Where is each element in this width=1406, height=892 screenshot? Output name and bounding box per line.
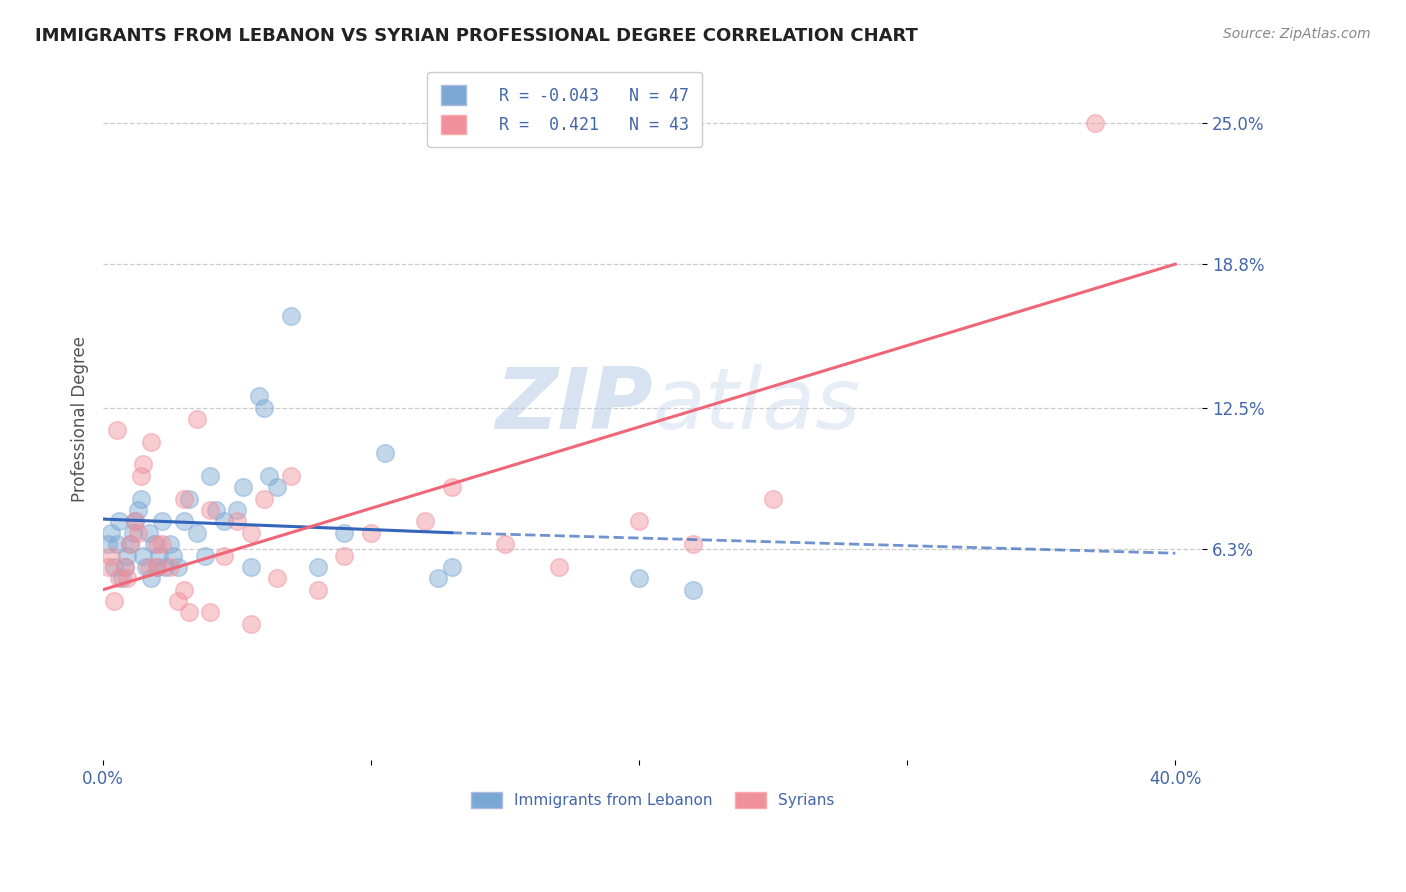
- Point: [186, 412, 208, 426]
- Point: [177, 491, 200, 506]
- Point: [212, 549, 235, 563]
- Point: [360, 525, 382, 540]
- Point: [114, 560, 136, 574]
- Point: [138, 560, 160, 574]
- Legend: Immigrants from Lebanon, Syrians: Immigrants from Lebanon, Syrians: [465, 786, 841, 814]
- Text: IMMIGRANTS FROM LEBANON VS SYRIAN PROFESSIONAL DEGREE CORRELATION CHART: IMMIGRANTS FROM LEBANON VS SYRIAN PROFES…: [35, 27, 918, 45]
- Point: [194, 549, 217, 563]
- Point: [117, 549, 139, 563]
- Point: [159, 560, 181, 574]
- Point: [682, 537, 704, 551]
- Point: [231, 480, 253, 494]
- Point: [177, 606, 200, 620]
- Point: [266, 480, 288, 494]
- Text: atlas: atlas: [652, 364, 860, 447]
- Point: [132, 549, 155, 563]
- Point: [138, 525, 160, 540]
- Point: [200, 468, 222, 483]
- Point: [100, 525, 122, 540]
- Point: [333, 525, 356, 540]
- Point: [108, 514, 131, 528]
- Point: [253, 491, 276, 506]
- Point: [427, 571, 450, 585]
- Point: [118, 537, 141, 551]
- Point: [374, 446, 396, 460]
- Point: [159, 537, 181, 551]
- Point: [129, 491, 152, 506]
- Point: [1084, 116, 1107, 130]
- Point: [135, 560, 157, 574]
- Point: [100, 549, 122, 563]
- Text: Source: ZipAtlas.com: Source: ZipAtlas.com: [1223, 27, 1371, 41]
- Point: [124, 514, 146, 528]
- Point: [628, 571, 651, 585]
- Point: [413, 514, 436, 528]
- Point: [129, 468, 152, 483]
- Point: [97, 537, 120, 551]
- Point: [259, 468, 281, 483]
- Y-axis label: Professional Degree: Professional Degree: [72, 336, 89, 502]
- Point: [167, 594, 190, 608]
- Point: [280, 468, 302, 483]
- Point: [333, 549, 356, 563]
- Point: [153, 560, 176, 574]
- Point: [200, 606, 222, 620]
- Point: [162, 549, 184, 563]
- Point: [124, 514, 146, 528]
- Point: [204, 503, 226, 517]
- Point: [132, 458, 155, 472]
- Point: [226, 503, 249, 517]
- Point: [239, 525, 262, 540]
- Point: [762, 491, 785, 506]
- Point: [547, 560, 569, 574]
- Point: [186, 525, 208, 540]
- Point: [247, 389, 270, 403]
- Point: [108, 571, 131, 585]
- Point: [105, 537, 128, 551]
- Point: [148, 549, 170, 563]
- Point: [150, 514, 173, 528]
- Text: ZIP: ZIP: [495, 364, 652, 447]
- Point: [226, 514, 249, 528]
- Point: [253, 401, 276, 415]
- Point: [239, 560, 262, 574]
- Point: [103, 560, 125, 574]
- Point: [266, 571, 288, 585]
- Point: [307, 582, 329, 597]
- Point: [97, 560, 120, 574]
- Point: [212, 514, 235, 528]
- Point: [117, 571, 139, 585]
- Point: [173, 491, 195, 506]
- Point: [127, 503, 149, 517]
- Point: [111, 571, 134, 585]
- Point: [121, 525, 143, 540]
- Point: [494, 537, 516, 551]
- Point: [682, 582, 704, 597]
- Point: [200, 503, 222, 517]
- Point: [280, 310, 302, 324]
- Point: [141, 571, 163, 585]
- Point: [105, 423, 128, 437]
- Point: [145, 560, 167, 574]
- Point: [114, 560, 136, 574]
- Point: [307, 560, 329, 574]
- Point: [173, 582, 195, 597]
- Point: [118, 537, 141, 551]
- Point: [143, 537, 166, 551]
- Point: [239, 616, 262, 631]
- Point: [440, 560, 463, 574]
- Point: [628, 514, 651, 528]
- Point: [103, 594, 125, 608]
- Point: [150, 537, 173, 551]
- Point: [440, 480, 463, 494]
- Point: [145, 560, 167, 574]
- Point: [167, 560, 190, 574]
- Point: [145, 537, 167, 551]
- Point: [127, 525, 149, 540]
- Point: [141, 434, 163, 449]
- Point: [173, 514, 195, 528]
